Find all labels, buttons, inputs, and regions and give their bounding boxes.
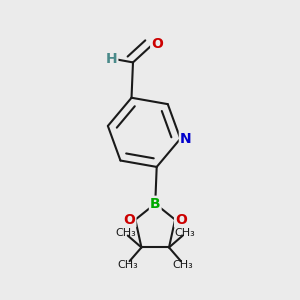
Text: O: O bbox=[124, 213, 135, 226]
Text: CH₃: CH₃ bbox=[172, 260, 193, 270]
Text: H: H bbox=[106, 52, 117, 67]
Text: CH₃: CH₃ bbox=[116, 228, 136, 238]
Text: N: N bbox=[180, 132, 191, 146]
Text: B: B bbox=[150, 197, 160, 211]
Text: O: O bbox=[151, 37, 163, 51]
Text: CH₃: CH₃ bbox=[117, 260, 138, 270]
Text: CH₃: CH₃ bbox=[174, 228, 195, 238]
Text: O: O bbox=[175, 213, 187, 226]
